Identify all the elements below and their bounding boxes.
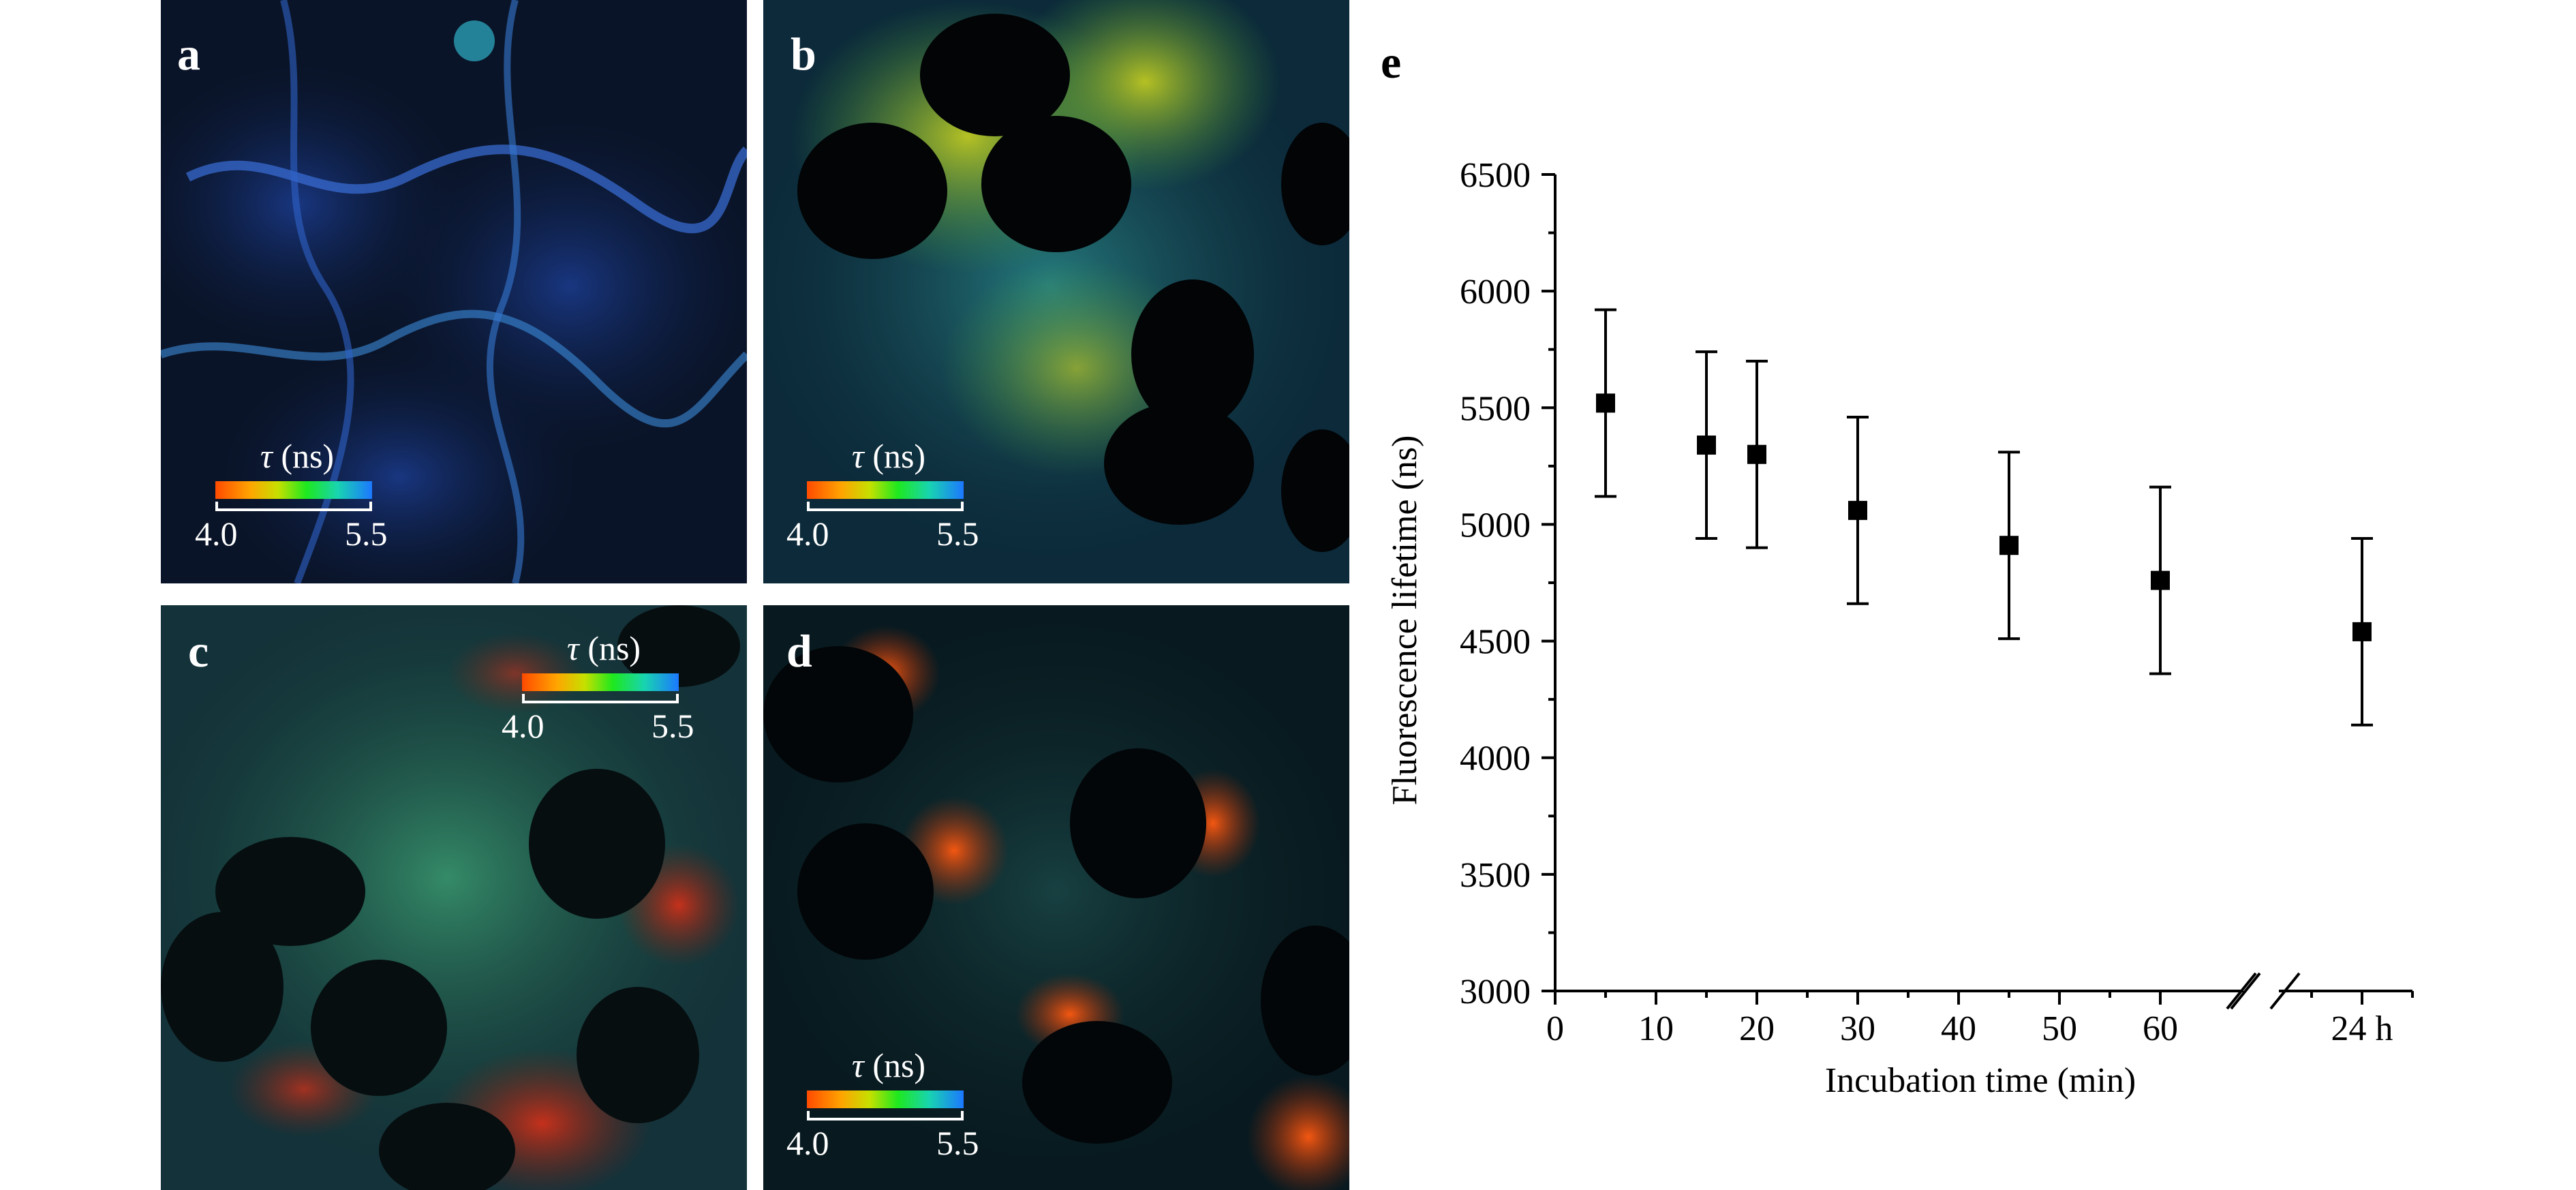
axis-break-mark [2230,972,2261,1010]
x-tick-label: 30 [1840,1009,1875,1048]
y-tick-label: 4500 [1460,623,1531,662]
colorbar-min: 4.0 [786,515,829,553]
panel-b-image [763,0,1349,583]
colorbar-axis [522,694,679,703]
x-tick-label: 40 [1941,1009,1976,1048]
y-tick-label: 4000 [1460,739,1531,778]
colorbar-max: 5.5 [936,1124,979,1162]
colorbar-min: 4.0 [502,707,545,745]
panel-c-label: c [188,625,209,677]
panel-a-image [161,0,747,583]
chart-marks [1595,308,2373,727]
x-tick-label: 60 [2143,1009,2178,1048]
colorbar-max: 5.5 [345,515,388,553]
panel-d-image [763,605,1349,1190]
colorbar-axis [215,502,372,511]
panel-d-label: d [786,625,812,677]
x-tick-label: 24 h [2331,1009,2393,1048]
x-tick-label: 10 [1638,1009,1674,1048]
colorbar-unit: (ns) [281,437,335,475]
y-tick-label: 6000 [1460,273,1531,311]
panel-b-label: b [791,28,816,80]
colorbar-axis [807,502,964,511]
x-tick-label: 20 [1739,1009,1775,1048]
colorbar-min: 4.0 [195,515,238,553]
colorbar-unit: (ns) [872,1046,926,1084]
panel-d: d τ (ns) 4.0 5.5 [763,605,1349,1190]
tau-symbol: τ [566,629,579,667]
panel-a-label: a [177,28,200,80]
x-tick-label: 50 [2042,1009,2077,1048]
colorbar-gradient [807,1090,964,1108]
panel-e-label: e [1381,36,1401,88]
x-axis-label: Incubation time (min) [1825,1061,2136,1100]
colorbar-gradient [522,673,679,691]
colorbar-axis [807,1111,964,1120]
colorbar-unit: (ns) [872,437,926,475]
data-point [1999,536,2019,555]
data-point [2352,622,2372,641]
y-tick-label: 3500 [1460,856,1531,895]
data-point [1697,436,1716,455]
tau-symbol: τ [260,437,273,475]
colorbar-gradient [807,481,964,499]
data-point [1747,444,1766,464]
panel-c-image [161,605,747,1190]
data-point [2151,570,2170,590]
colorbar-min: 4.0 [786,1124,829,1162]
panel-a: a τ (ns) 4.0 5.5 [161,0,747,583]
tau-symbol: τ [851,1046,864,1084]
colorbar-unit: (ns) [587,629,641,667]
axis-break-mark [2269,972,2301,1010]
y-tick-label: 6500 [1460,156,1531,195]
tau-symbol: τ [851,437,864,475]
panel-b: b τ (ns) 4.0 5.5 [763,0,1349,583]
colorbar-max: 5.5 [651,707,694,745]
y-tick-label: 5000 [1460,506,1531,545]
axis-break-mark [2226,972,2257,1010]
y-tick-label: 3000 [1460,973,1531,1011]
panel-c: c τ (ns) 4.0 5.5 [161,605,747,1190]
colorbar-max: 5.5 [936,515,979,553]
chart-axes: 3000 3500 4000 4500 5000 5500 6000 6500 0 10 20 30 4… [1460,156,2414,1048]
data-point [1848,500,1867,520]
y-axis-label: Fluorescence lifetime (ns) [1385,436,1424,806]
x-tick-label: 0 [1546,1009,1564,1048]
y-tick-label: 5500 [1460,389,1531,428]
data-point [1596,393,1615,413]
colorbar-gradient [215,481,372,499]
